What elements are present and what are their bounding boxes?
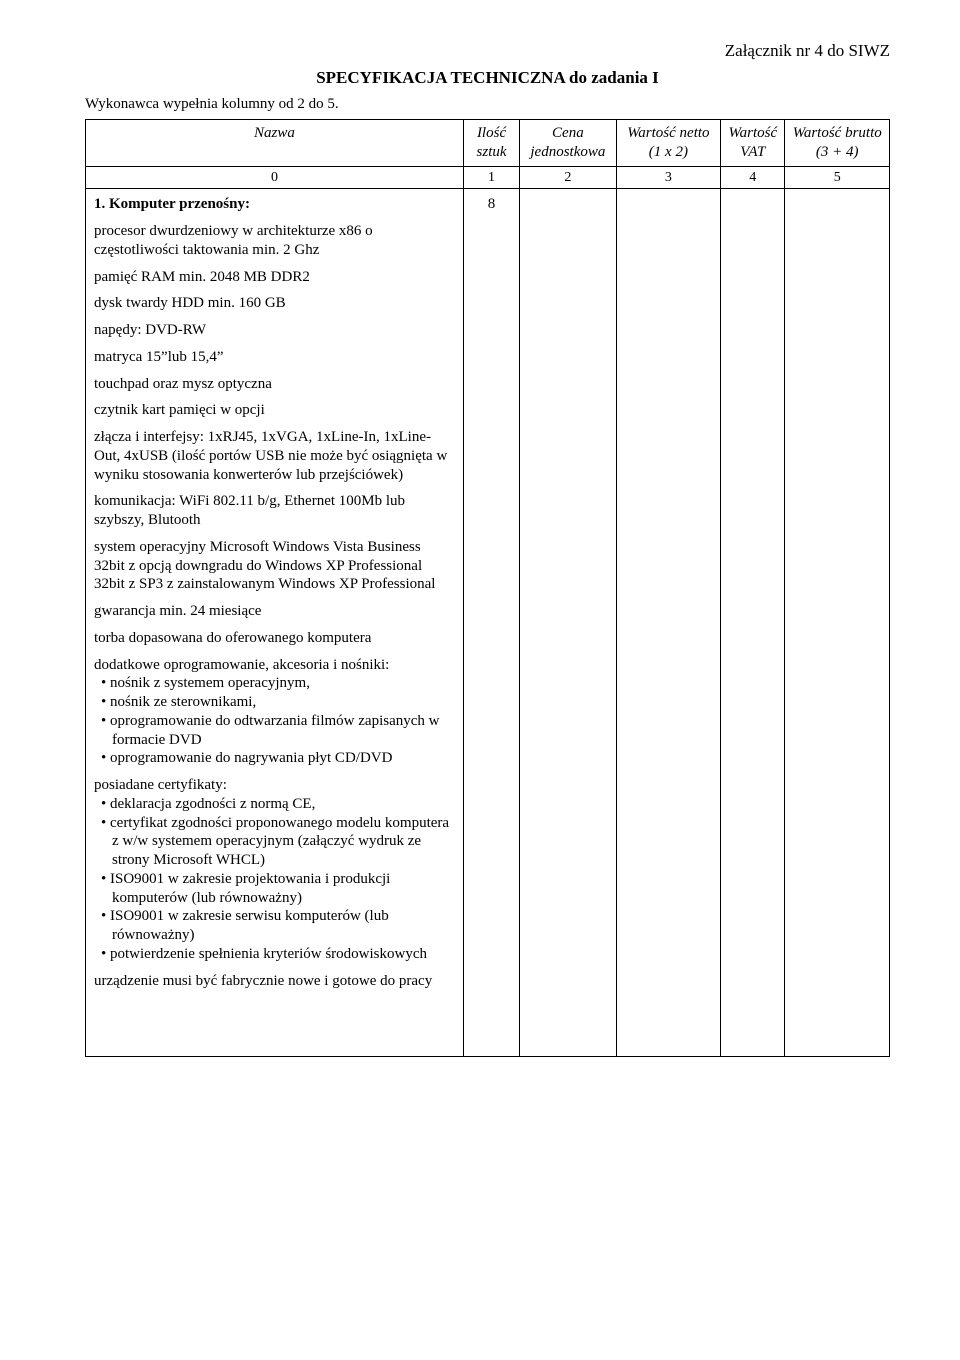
header-wartosc-brutto: Wartość brutto (3 + 4) (785, 120, 890, 167)
header-brutto-l2: (3 + 4) (816, 144, 859, 160)
header-cena-l1: Cena (552, 125, 584, 141)
colnum-4: 4 (721, 166, 785, 189)
header-netto-l1: Wartość netto (627, 125, 709, 141)
spec-new-device: urządzenie musi być fabrycznie nowe i go… (94, 972, 455, 991)
header-wartosc-vat: Wartość VAT (721, 120, 785, 167)
colnum-5: 5 (785, 166, 890, 189)
header-brutto-l1: Wartość brutto (793, 125, 882, 141)
spec-cert-item: • potwierdzenie spełnienia kryteriów śro… (94, 945, 455, 964)
spec-software-block: dodatkowe oprogramowanie, akcesoria i no… (94, 656, 455, 769)
spec-software-item: • nośnik ze sterownikami, (94, 693, 455, 712)
number-row: 0 1 2 3 4 5 (86, 166, 890, 189)
spec-cert-block: posiadane certyfikaty: • deklaracja zgod… (94, 776, 455, 964)
header-wartosc-netto: Wartość netto (1 x 2) (616, 120, 721, 167)
spec-cell: 1. Komputer przenośny: procesor dwurdzen… (86, 189, 464, 1057)
value-vat-cell[interactable] (721, 189, 785, 1057)
page: Załącznik nr 4 do SIWZ SPECYFIKACJA TECH… (0, 0, 960, 1097)
colnum-1: 1 (463, 166, 519, 189)
header-ilosc: Ilość sztuk (463, 120, 519, 167)
spec-screen: matryca 15”lub 15,4” (94, 348, 455, 367)
value-net-cell[interactable] (616, 189, 721, 1057)
spec-touchpad: touchpad oraz mysz optyczna (94, 375, 455, 394)
spec-os: system operacyjny Microsoft Windows Vist… (94, 538, 455, 594)
spec-comm: komunikacja: WiFi 802.11 b/g, Ethernet 1… (94, 492, 455, 530)
spec-software-intro: dodatkowe oprogramowanie, akcesoria i no… (94, 656, 455, 675)
header-nazwa-text: Nazwa (254, 125, 295, 141)
spec-cert-item: • ISO9001 w zakresie serwisu komputerów … (94, 907, 455, 945)
spec-hdd: dysk twardy HDD min. 160 GB (94, 294, 455, 313)
spec-title: SPECYFIKACJA TECHNICZNA do zadania I (85, 67, 890, 88)
data-row-1: 1. Komputer przenośny: procesor dwurdzen… (86, 189, 890, 1057)
spec-table: Nazwa Ilość sztuk Cena jednostkowa Wartość… (85, 119, 890, 1057)
spec-cert-item: • certyfikat zgodności proponowanego mod… (94, 814, 455, 870)
colnum-3: 3 (616, 166, 721, 189)
colnum-2: 2 (520, 166, 616, 189)
header-ilosc-l2: sztuk (477, 144, 507, 160)
spec-ports: złącza i interfejsy: 1xRJ45, 1xVGA, 1xLi… (94, 428, 455, 484)
price-unit-cell[interactable] (520, 189, 616, 1057)
spec-cert-item: • ISO9001 w zakresie projektowania i pro… (94, 870, 455, 908)
value-gross-cell[interactable] (785, 189, 890, 1057)
colnum-0: 0 (86, 166, 464, 189)
instruction: Wykonawca wypełnia kolumny od 2 do 5. (85, 95, 890, 114)
spec-bag: torba dopasowana do oferowanego komputer… (94, 629, 455, 648)
spec-ram: pamięć RAM min. 2048 MB DDR2 (94, 268, 455, 287)
header-cena-l2: jednostkowa (530, 144, 605, 160)
spec-software-item: • nośnik z systemem operacyjnym, (94, 674, 455, 693)
item-title: 1. Komputer przenośny: (94, 195, 455, 214)
header-ilosc-l1: Ilość (477, 125, 506, 141)
spec-warranty: gwarancja min. 24 miesiące (94, 602, 455, 621)
spec-cardreader: czytnik kart pamięci w opcji (94, 401, 455, 420)
header-vat-l2: VAT (740, 144, 765, 160)
spec-software-item: • oprogramowanie do odtwarzania filmów z… (94, 712, 455, 750)
qty-cell: 8 (463, 189, 519, 1057)
header-netto-l2: (1 x 2) (649, 144, 688, 160)
header-cena: Cena jednostkowa (520, 120, 616, 167)
header-vat-l1: Wartość (728, 125, 777, 141)
spec-software-item: • oprogramowanie do nagrywania płyt CD/D… (94, 749, 455, 768)
header-nazwa: Nazwa (86, 120, 464, 167)
spec-cert-intro: posiadane certyfikaty: (94, 776, 455, 795)
spec-processor: procesor dwurdzeniowy w architekturze x8… (94, 222, 455, 260)
attachment-line: Załącznik nr 4 do SIWZ (85, 40, 890, 61)
spec-drive: napędy: DVD-RW (94, 321, 455, 340)
header-row: Nazwa Ilość sztuk Cena jednostkowa Wartość… (86, 120, 890, 167)
spec-cert-item: • deklaracja zgodności z normą CE, (94, 795, 455, 814)
